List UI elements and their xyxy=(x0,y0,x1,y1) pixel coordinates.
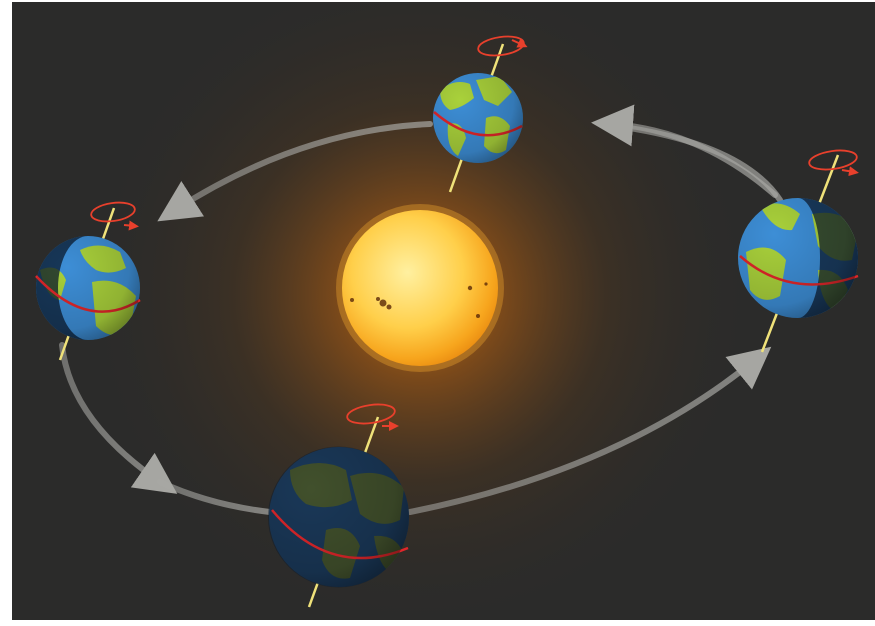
orbit-arc-left-bottom xyxy=(59,342,178,494)
rotation-arrow-icon xyxy=(346,403,396,425)
sunspots xyxy=(350,282,488,318)
orbit-arc-bottom-right xyxy=(407,346,772,515)
sun xyxy=(336,204,504,372)
earth-right xyxy=(738,149,859,353)
orbit-arc-right-top xyxy=(591,104,778,198)
orbit-arc-top-left xyxy=(157,121,433,222)
rotation-arrow-icon xyxy=(90,201,136,223)
orbit-path xyxy=(59,104,783,515)
earth-bottom xyxy=(268,403,409,608)
earth-left xyxy=(35,201,141,361)
earth-top xyxy=(433,35,528,193)
orbit-arc-bottom-left xyxy=(157,479,273,515)
rotation-arrow-icon xyxy=(808,149,858,171)
